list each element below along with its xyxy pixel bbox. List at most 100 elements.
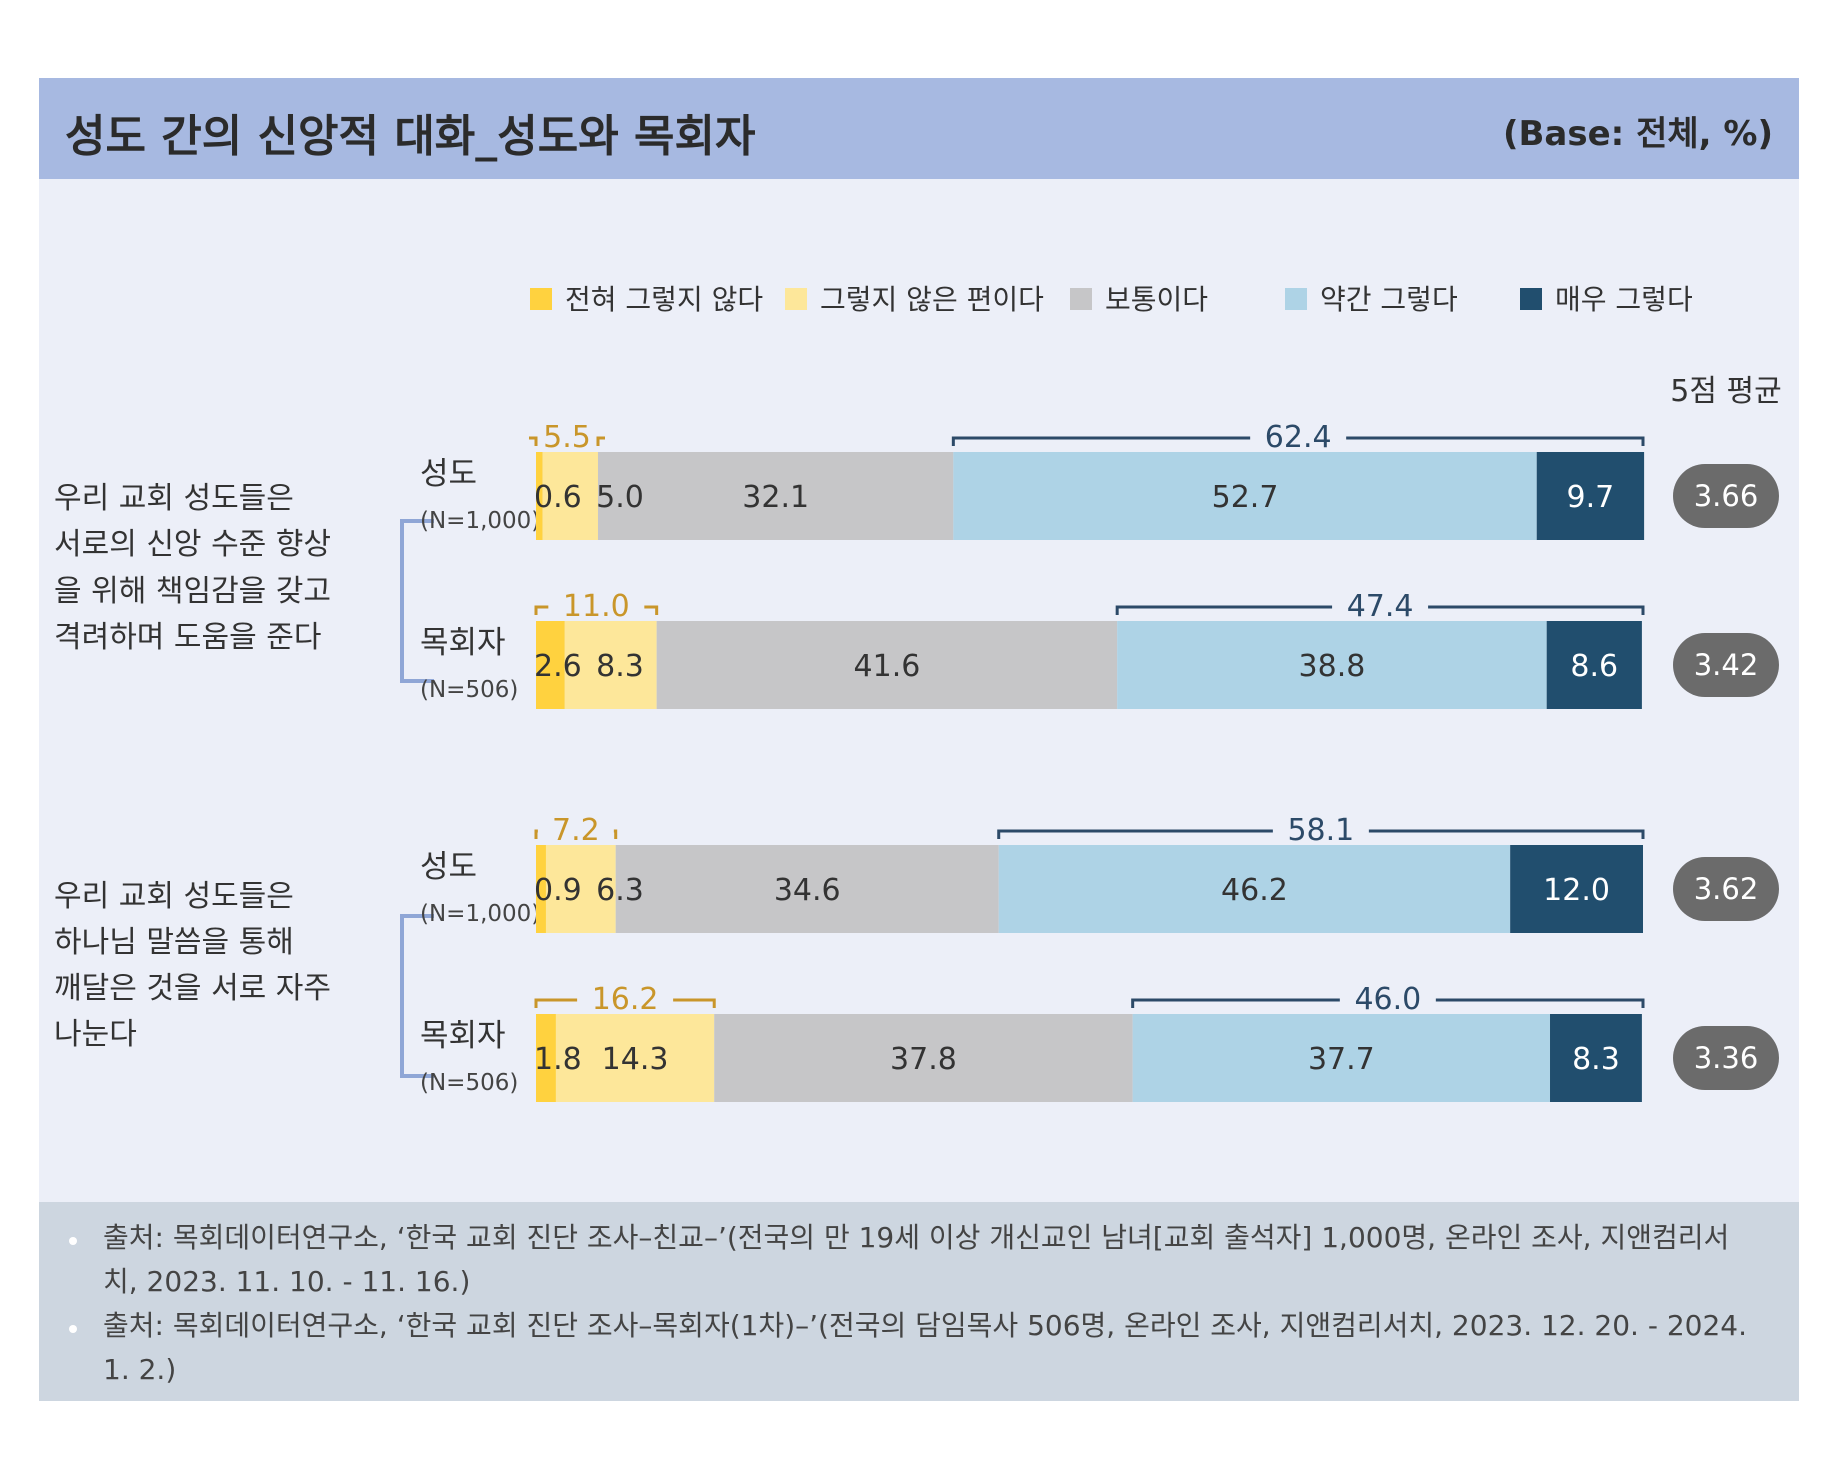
bar-segment	[597, 452, 954, 540]
chart-card: 성도 간의 신앙적 대화_성도와 목회자 (Base: 전체, %) 전혀 그렇…	[39, 78, 1799, 1401]
group-bracket	[400, 519, 434, 683]
chart-title: 성도 간의 신앙적 대화_성도와 목회자	[65, 111, 756, 162]
bar-segment	[1536, 452, 1645, 540]
positive-total-label: 47.4	[1347, 589, 1414, 624]
legend-label: 전혀 그렇지 않다	[565, 283, 763, 316]
average-badge	[1673, 857, 1779, 921]
value-label: 38.8	[1299, 649, 1366, 684]
value-label: 2.6	[534, 649, 582, 684]
bar-segment	[536, 1014, 556, 1102]
average-badge	[1673, 1026, 1779, 1090]
positive-bracket	[951, 436, 1645, 446]
negative-bracket	[534, 829, 618, 839]
positive-total-label: 58.1	[1287, 813, 1354, 848]
value-label: 46.2	[1221, 873, 1288, 908]
bar-segment	[536, 452, 543, 540]
value-label: 32.1	[742, 480, 809, 515]
row-label: 성도	[420, 849, 477, 885]
bar-segment	[953, 452, 1537, 540]
question-text: 깨달은 것을 서로 자주	[54, 971, 331, 1006]
average-badge	[1673, 464, 1779, 528]
average-value: 3.66	[1694, 479, 1759, 513]
legend-label: 매우 그렇다	[1555, 283, 1693, 316]
positive-bracket	[997, 829, 1645, 839]
question-text: 나눈다	[54, 1017, 137, 1052]
legend-swatch	[785, 288, 807, 310]
question-text: 하나님 말씀을 통해	[54, 925, 294, 960]
row-label: 목회자	[420, 1018, 506, 1054]
question-text: 격려하며 도움을 준다	[54, 620, 321, 655]
negative-bracket	[534, 998, 716, 1008]
source-note-1: 출처: 목회데이터연구소, ‘한국 교회 진단 조사–친교–’(전국의 만 19…	[103, 1221, 1730, 1298]
average-value: 3.36	[1694, 1041, 1759, 1075]
value-label: 8.3	[596, 649, 644, 684]
bar-segment	[998, 845, 1511, 933]
row-n: (N=1,000)	[420, 901, 540, 927]
legend-label: 보통이다	[1105, 283, 1208, 316]
value-label: 5.0	[596, 480, 644, 515]
bullet-icon	[69, 1325, 77, 1333]
legend-swatch	[1070, 288, 1092, 310]
average-badge	[1673, 633, 1779, 697]
bar-segment	[555, 1014, 715, 1102]
row-n: (N=506)	[420, 1070, 518, 1096]
positive-bracket	[1115, 605, 1645, 615]
value-label: 6.3	[596, 873, 644, 908]
base-note: (Base: 전체, %)	[1502, 114, 1773, 154]
value-label: 37.7	[1308, 1042, 1375, 1077]
value-label: 8.6	[1570, 649, 1618, 684]
question-text: 우리 교회 성도들은	[54, 481, 294, 516]
source-footer: 출처: 목회데이터연구소, ‘한국 교회 진단 조사–친교–’(전국의 만 19…	[39, 1202, 1799, 1401]
row-label: 성도	[420, 456, 477, 492]
bar-segment	[542, 452, 598, 540]
bar-segment	[1117, 621, 1547, 709]
positive-total-label: 62.4	[1265, 420, 1332, 455]
bar-segment	[1510, 845, 1643, 933]
bar-segment	[714, 1014, 1133, 1102]
negative-bracket	[528, 436, 605, 446]
source-note-2: 출처: 목회데이터연구소, ‘한국 교회 진단 조사–목회자(1차)–’(전국의…	[103, 1309, 1748, 1386]
value-label: 52.7	[1212, 480, 1279, 515]
question-text: 을 위해 책임감을 갖고	[54, 574, 331, 609]
legend-swatch	[1285, 288, 1307, 310]
value-label: 8.3	[1572, 1042, 1620, 1077]
value-label: 37.8	[890, 1042, 957, 1077]
bar-segment	[1550, 1014, 1642, 1102]
negative-total-label: 7.2	[552, 813, 600, 848]
value-label: 14.3	[602, 1042, 669, 1077]
bar-segment	[545, 845, 616, 933]
value-label: 41.6	[854, 649, 921, 684]
row-n: (N=506)	[420, 677, 518, 703]
value-label: 12.0	[1543, 873, 1610, 908]
bar-segment	[536, 621, 565, 709]
value-label: 1.8	[534, 1042, 582, 1077]
positive-bracket	[1131, 998, 1645, 1008]
bar-segment	[656, 621, 1118, 709]
question-text: 우리 교회 성도들은	[54, 879, 294, 914]
chart-area: 전혀 그렇지 않다 그렇지 않은 편이다 보통이다 약간 그렇다 매우 그렇다 5점 평균…	[54, 283, 1782, 1102]
question-text: 서로의 신앙 수준 향상	[54, 527, 331, 562]
bullet-icon	[69, 1237, 77, 1245]
negative-total-label: 16.2	[592, 982, 659, 1017]
positive-total-label: 46.0	[1354, 982, 1421, 1017]
bar-segment	[536, 845, 546, 933]
negative-total-label: 11.0	[563, 589, 630, 624]
average-value: 3.62	[1694, 872, 1759, 906]
negative-total-label: 5.5	[543, 420, 591, 455]
legend-label: 약간 그렇다	[1320, 283, 1458, 316]
row-n: (N=1,000)	[420, 508, 540, 534]
bar-segment	[564, 621, 657, 709]
value-label: 34.6	[774, 873, 841, 908]
legend-swatch	[1520, 288, 1542, 310]
value-label: 0.9	[534, 873, 582, 908]
value-label: 0.6	[534, 480, 582, 515]
bar-segment	[1132, 1014, 1551, 1102]
row-label: 목회자	[420, 625, 506, 661]
negative-bracket	[534, 605, 659, 615]
group-bracket	[400, 914, 434, 1078]
legend-swatch	[530, 288, 552, 310]
value-label: 9.7	[1567, 480, 1615, 515]
average-value: 3.42	[1694, 648, 1759, 682]
legend-label: 그렇지 않은 편이다	[820, 283, 1044, 316]
bar-segment	[615, 845, 999, 933]
